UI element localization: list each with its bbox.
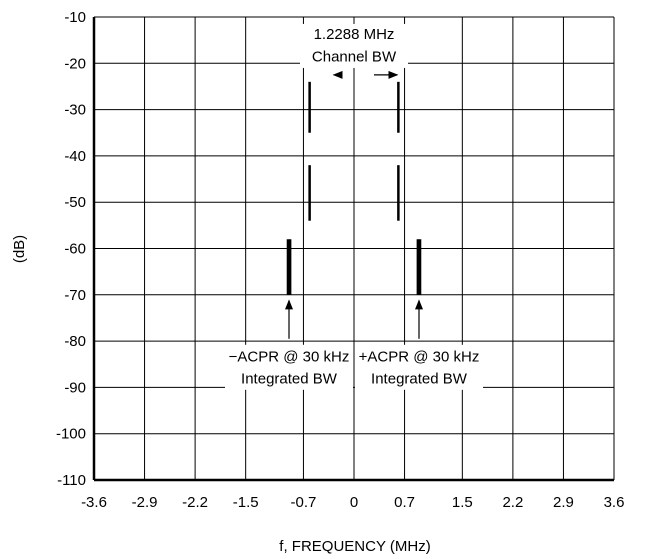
x-tick-label: 3.6 — [604, 494, 625, 511]
x-tick-label: -2.9 — [132, 494, 158, 511]
axes: -3.6 -2.9 -2.2 -1.5 -0.7 0 0.7 1.5 2.2 2.9 3.6 -10 -… — [56, 9, 624, 511]
y-tick-label: -80 — [64, 333, 86, 350]
annotations: 1.2288 MHz Channel BW −ACPR @ 30 kHz Integr… — [225, 23, 483, 390]
acpr-plus-line1: +ACPR @ 30 kHz — [359, 348, 480, 365]
acpr-minus-line1: −ACPR @ 30 kHz — [229, 348, 350, 365]
x-tick-label: -1.5 — [233, 494, 259, 511]
y-tick-label: -90 — [64, 379, 86, 396]
y-tick-label: -50 — [64, 194, 86, 211]
y-tick-label: -10 — [64, 9, 86, 26]
channel-markers — [286, 81, 422, 295]
channel-bw-label-bg — [300, 23, 408, 68]
y-axis-title: (dB) — [11, 235, 28, 263]
x-tick-label: 0.7 — [394, 494, 415, 511]
x-tick-label: 2.9 — [553, 494, 574, 511]
x-axis-title: f, FREQUENCY (MHz) — [279, 538, 430, 555]
x-tick-label: 2.2 — [502, 494, 523, 511]
acpr-plus-label-bg — [355, 344, 483, 390]
y-tick-label: -60 — [64, 241, 86, 258]
y-tick-label: -40 — [64, 148, 86, 165]
x-tick-label: 1.5 — [452, 494, 473, 511]
acpr-plus-line2: Integrated BW — [371, 371, 468, 388]
y-tick-label: -70 — [64, 287, 86, 304]
channel-bw-line2: Channel BW — [312, 48, 397, 65]
x-tick-label: 0 — [350, 494, 358, 511]
y-tick-label: -20 — [64, 55, 86, 72]
y-tick-label: -110 — [57, 472, 86, 489]
x-tick-label: -2.2 — [182, 494, 208, 511]
grid — [93, 16, 615, 481]
acpr-minus-label-bg — [225, 344, 353, 390]
x-tick-label: -3.6 — [81, 494, 107, 511]
y-tick-label: -100 — [56, 426, 86, 443]
y-tick-label: -30 — [64, 102, 86, 119]
x-tick-label: -0.7 — [291, 494, 317, 511]
acpr-minus-line2: Integrated BW — [241, 371, 338, 388]
channel-bw-line1: 1.2288 MHz — [314, 26, 395, 43]
